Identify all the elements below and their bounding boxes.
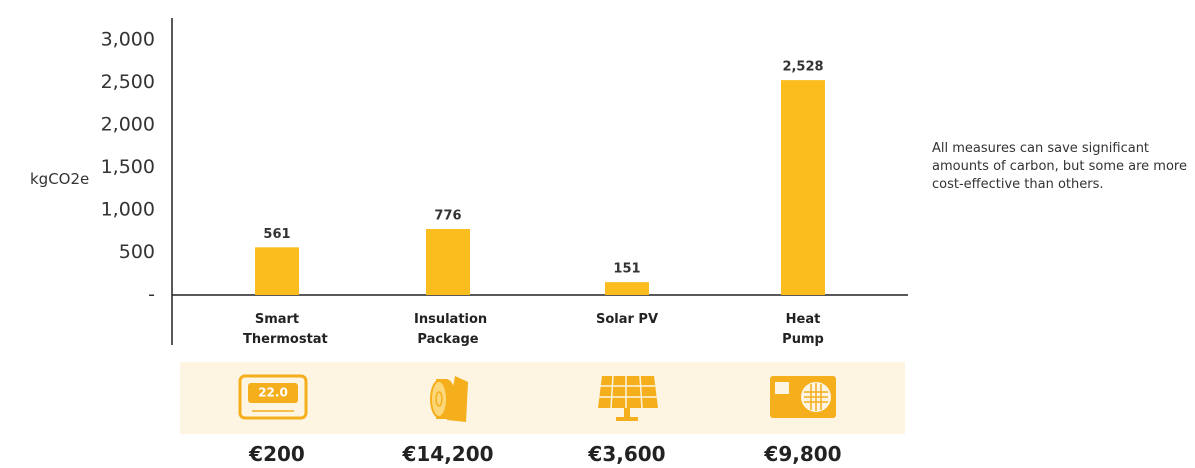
annotation: All measures can save significant amount… xyxy=(932,141,1187,192)
y-tick-label: 1,000 xyxy=(101,199,155,221)
y-tick-label: 3,000 xyxy=(101,29,155,51)
value-label: 2,528 xyxy=(782,60,823,75)
value-label: 776 xyxy=(434,209,461,224)
value-label: 561 xyxy=(263,227,290,242)
cost-label: €14,200 xyxy=(402,442,494,466)
bar xyxy=(426,229,470,295)
heat-pump-icon xyxy=(770,376,836,418)
y-tick-label: 1,500 xyxy=(101,156,155,178)
bar xyxy=(781,80,825,296)
x-tick-label: Smart Thermostat xyxy=(243,312,328,347)
cost-label: €3,600 xyxy=(588,442,666,466)
cost-label: €200 xyxy=(249,442,305,466)
x-tick-label: Insulation Package xyxy=(414,312,488,347)
thermostat-display: 22.0 xyxy=(258,386,288,400)
solar-icon xyxy=(598,375,658,421)
bar xyxy=(605,282,649,295)
x-tick-label: Heat Pump xyxy=(782,312,824,347)
cost-label: €9,800 xyxy=(764,442,842,466)
x-tick-label: Solar PV xyxy=(595,312,659,327)
y-tick-label: - xyxy=(148,284,155,306)
thermostat-icon: 22.0 xyxy=(238,374,308,420)
y-tick-label: 500 xyxy=(119,241,155,263)
y-tick-label: 2,500 xyxy=(101,71,155,93)
y-tick-label: 2,000 xyxy=(101,114,155,136)
insulation-icon xyxy=(430,376,468,422)
y-axis-label: kgCO2e xyxy=(30,170,90,188)
bar xyxy=(255,247,299,295)
value-label: 151 xyxy=(613,262,640,277)
